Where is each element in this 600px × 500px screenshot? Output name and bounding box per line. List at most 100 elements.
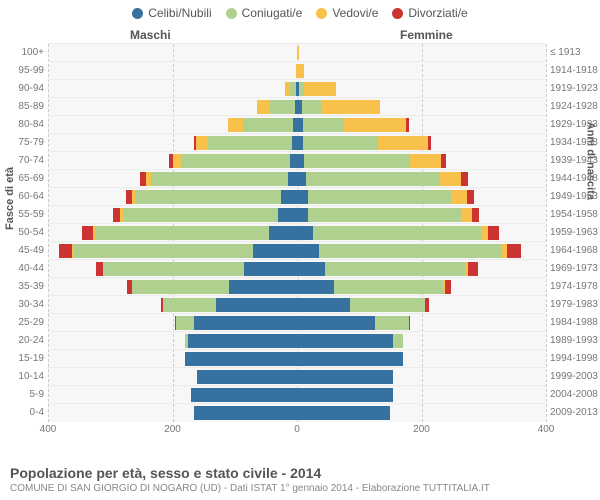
seg-d	[467, 190, 474, 204]
bar-male	[127, 280, 297, 294]
bar-female	[297, 208, 479, 222]
row-grid	[48, 313, 546, 314]
age-label: 45-49	[0, 242, 44, 260]
seg-v	[173, 154, 180, 168]
seg-c	[191, 388, 297, 402]
x-tick: 400	[538, 424, 555, 435]
pyramid-row	[48, 170, 546, 188]
seg-k	[303, 118, 343, 132]
birth-label: 1944-1948	[550, 170, 598, 188]
age-label: 20-24	[0, 332, 44, 350]
seg-v	[228, 118, 244, 132]
seg-c	[216, 298, 297, 312]
row-grid	[48, 151, 546, 152]
seg-d	[406, 118, 409, 132]
seg-d	[428, 136, 431, 150]
seg-d	[468, 262, 477, 276]
y-labels-birth: ≤ 19131914-19181919-19231924-19281929-19…	[550, 44, 598, 422]
seg-v	[481, 226, 488, 240]
seg-d	[507, 244, 521, 258]
legend-item: Coniugati/e	[226, 6, 303, 20]
legend-item: Celibi/Nubili	[132, 6, 211, 20]
bar-male	[169, 154, 297, 168]
bar-female	[297, 190, 474, 204]
pyramid-row	[48, 404, 546, 422]
y-labels-age: 100+95-9990-9485-8980-8475-7970-7465-696…	[0, 44, 44, 422]
seg-d	[461, 172, 467, 186]
seg-c	[253, 244, 297, 258]
row-grid	[48, 331, 546, 332]
seg-k	[132, 280, 228, 294]
bar-female	[297, 388, 393, 402]
age-label: 90-94	[0, 80, 44, 98]
seg-v	[257, 100, 269, 114]
seg-k	[313, 226, 481, 240]
row-grid	[48, 205, 546, 206]
pyramid-row	[48, 314, 546, 332]
seg-k	[308, 208, 461, 222]
row-grid	[48, 79, 546, 80]
row-grid	[48, 403, 546, 404]
seg-k	[306, 172, 440, 186]
row-grid	[48, 97, 546, 98]
bar-female	[297, 64, 304, 78]
seg-c	[188, 334, 297, 348]
age-label: 100+	[0, 44, 44, 62]
birth-label: 1919-1923	[550, 80, 598, 98]
seg-v	[321, 100, 380, 114]
bar-female	[297, 118, 409, 132]
pyramid-row	[48, 134, 546, 152]
bar-female	[297, 406, 390, 420]
seg-c	[278, 208, 297, 222]
age-label: 40-44	[0, 260, 44, 278]
row-grid	[48, 115, 546, 116]
seg-c	[185, 352, 297, 366]
birth-label: 1974-1978	[550, 278, 598, 296]
seg-k	[163, 298, 216, 312]
bar-female	[297, 262, 478, 276]
bar-male	[194, 406, 297, 420]
seg-k	[304, 154, 410, 168]
bar-male	[228, 118, 297, 132]
seg-c	[297, 406, 390, 420]
seg-c	[297, 244, 319, 258]
pyramid-row	[48, 152, 546, 170]
seg-v	[196, 136, 208, 150]
age-label: 5-9	[0, 386, 44, 404]
row-grid	[48, 277, 546, 278]
row-grid	[48, 259, 546, 260]
seg-c	[297, 334, 393, 348]
row-grid	[48, 43, 546, 44]
birth-label: 1959-1963	[550, 224, 598, 242]
bar-male	[96, 262, 297, 276]
bar-female	[297, 316, 410, 330]
header-male: Maschi	[130, 28, 171, 42]
birth-label: 1989-1993	[550, 332, 598, 350]
seg-c	[194, 316, 297, 330]
birth-label: 1984-1988	[550, 314, 598, 332]
seg-d	[82, 226, 93, 240]
seg-k	[270, 100, 295, 114]
seg-c	[297, 208, 308, 222]
age-label: 25-29	[0, 314, 44, 332]
seg-d	[488, 226, 499, 240]
seg-c	[297, 190, 308, 204]
age-label: 30-34	[0, 296, 44, 314]
chart-title: Popolazione per età, sesso e stato civil…	[10, 465, 590, 481]
pyramid-row	[48, 188, 546, 206]
birth-label: 1914-1918	[550, 62, 598, 80]
row-grid	[48, 367, 546, 368]
age-label: 50-54	[0, 224, 44, 242]
birth-label: ≤ 1913	[550, 44, 598, 62]
row-grid	[48, 223, 546, 224]
birth-label: 1949-1953	[550, 188, 598, 206]
bar-female	[297, 370, 393, 384]
row-grid	[48, 241, 546, 242]
age-label: 55-59	[0, 206, 44, 224]
seg-c	[288, 172, 297, 186]
pyramid-row	[48, 350, 546, 368]
seg-d	[59, 244, 71, 258]
seg-c	[297, 154, 304, 168]
seg-k	[334, 280, 443, 294]
bar-female	[297, 280, 451, 294]
